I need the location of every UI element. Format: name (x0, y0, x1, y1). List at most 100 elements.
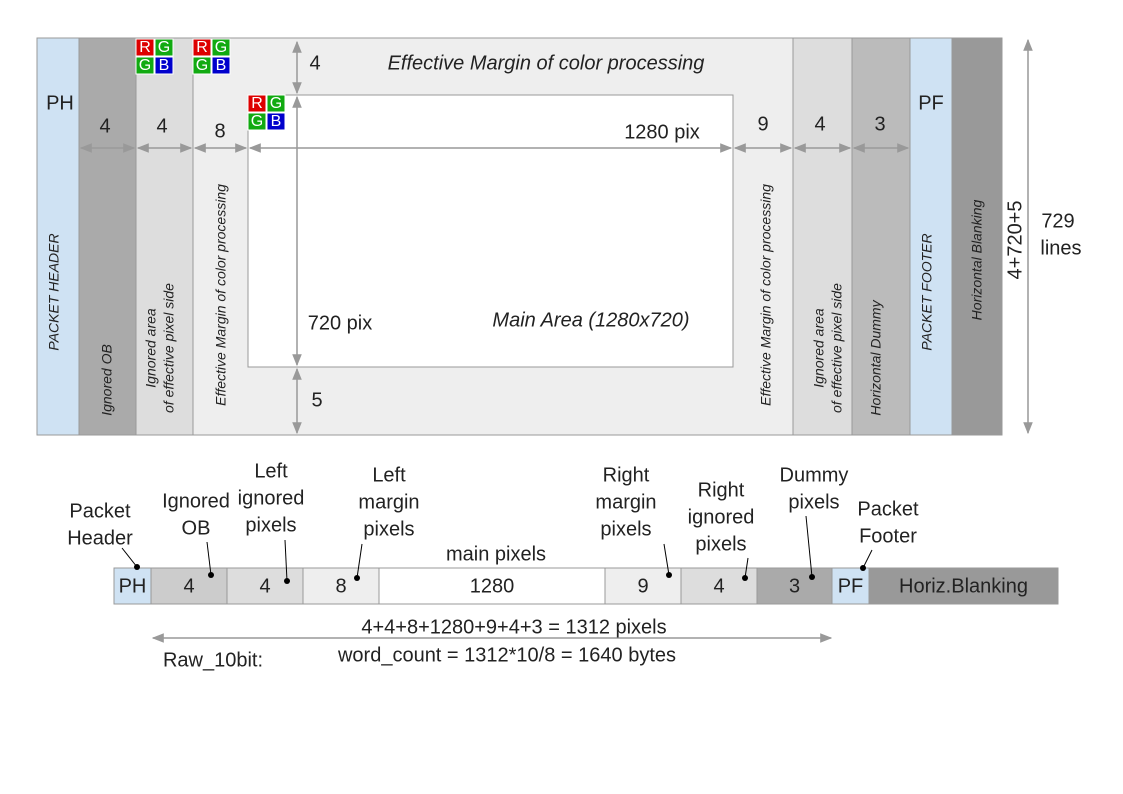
bayer-letter: B (216, 57, 227, 74)
leader (356, 543, 363, 579)
blanking-column (951, 37, 1003, 436)
bayer-cell (154, 56, 174, 75)
segment-label: 8 (335, 575, 346, 597)
caption: Packet (857, 498, 919, 520)
bayer-letter: B (159, 57, 170, 74)
leader (744, 557, 749, 579)
caption: pixels (600, 518, 651, 540)
leader (862, 549, 873, 569)
caption: Left (254, 460, 288, 482)
label: Effective Margin of color processing (388, 52, 705, 74)
label: 720 pix (308, 312, 373, 334)
caption: pixels (363, 518, 414, 540)
bayer-cell (154, 38, 174, 57)
label: 4+720+5 (1004, 201, 1026, 280)
dot (134, 564, 140, 570)
segment-label: 4 (259, 575, 270, 597)
segment-label: Horiz.Blanking (899, 575, 1028, 597)
dot (666, 572, 672, 578)
label: of effective pixel side (161, 283, 177, 413)
segment (378, 567, 606, 605)
bayer-letter: G (158, 39, 170, 56)
main-area (247, 94, 734, 368)
bayer-letter: R (251, 95, 263, 112)
caption: Dummy (780, 464, 849, 486)
bayer-cell (266, 94, 286, 113)
label: 729 (1041, 210, 1074, 232)
dot (284, 578, 290, 584)
label: Ignored area (143, 308, 159, 388)
segment-label: 9 (637, 575, 648, 597)
ob-column (78, 37, 137, 436)
segment-label: PH (119, 575, 147, 597)
bayer-letter: G (251, 113, 263, 130)
caption: ignored (238, 487, 305, 509)
leader (121, 547, 138, 568)
caption: margin (595, 491, 656, 513)
label: PACKET HEADER (46, 233, 62, 350)
segment-label: 3 (789, 575, 800, 597)
segment (150, 567, 228, 605)
frame: PH 4 4 8 1280 pix 9 4 3 PF 4 Effective M… (36, 37, 1082, 436)
bayer-cell (211, 56, 231, 75)
bayer-cell (135, 38, 155, 57)
caption: ignored (688, 506, 755, 528)
label: PH (46, 92, 74, 114)
label: 4 (309, 52, 320, 74)
label: Ignored OB (99, 344, 115, 416)
dummy-column (851, 37, 911, 436)
label: lines (1040, 237, 1081, 259)
dot (208, 572, 214, 578)
label: of effective pixel side (829, 283, 845, 413)
label: 9 (757, 113, 768, 135)
dot (860, 565, 866, 571)
bayer-cell (135, 56, 155, 75)
label: Effective Margin of color processing (758, 184, 774, 406)
label: Horizontal Blanking (969, 199, 985, 320)
caption: pixels (788, 491, 839, 513)
label: 1280 pix (624, 121, 700, 143)
segment (113, 567, 152, 605)
dot (809, 574, 815, 580)
right-ignored-column (792, 37, 853, 436)
line-layout: 4+4+8+1280+9+4+3 = 1312 pixels Raw_10bit… (67, 460, 1059, 671)
bayer-cell (247, 112, 267, 131)
bayer-cell (192, 56, 212, 75)
label: Effective Margin of color processing (213, 184, 229, 406)
segment-label: 4 (713, 575, 724, 597)
segment (302, 567, 380, 605)
bayer-cell (266, 112, 286, 131)
ph-column (36, 37, 80, 436)
segment (831, 567, 870, 605)
label: 4 (99, 115, 110, 137)
caption: Footer (859, 525, 917, 547)
dot (354, 575, 360, 581)
segment-label: PF (838, 575, 864, 597)
bayer-letter: G (139, 57, 151, 74)
bayer-cell (211, 38, 231, 57)
caption: Ignored (162, 490, 230, 512)
dot (742, 575, 748, 581)
bayer-letter: G (196, 57, 208, 74)
label: Horizontal Dummy (868, 299, 884, 415)
label: 4 (156, 115, 167, 137)
caption: pixels (695, 533, 746, 555)
label: 5 (311, 389, 322, 411)
segment (868, 567, 1059, 605)
bayer-letter: B (271, 113, 282, 130)
caption: Left (372, 464, 406, 486)
label: 3 (874, 113, 885, 135)
leader (284, 539, 288, 582)
caption: margin (358, 491, 419, 513)
pf-column (909, 37, 953, 436)
leader (805, 515, 813, 578)
label: Ignored area (811, 308, 827, 388)
caption: OB (182, 517, 211, 539)
bayer-icons: R GG BR GG BR GG B (135, 38, 286, 131)
ignored-column (135, 37, 194, 436)
caption: Right (603, 464, 650, 486)
bayer-cell (192, 38, 212, 57)
bayer-letter: G (270, 95, 282, 112)
